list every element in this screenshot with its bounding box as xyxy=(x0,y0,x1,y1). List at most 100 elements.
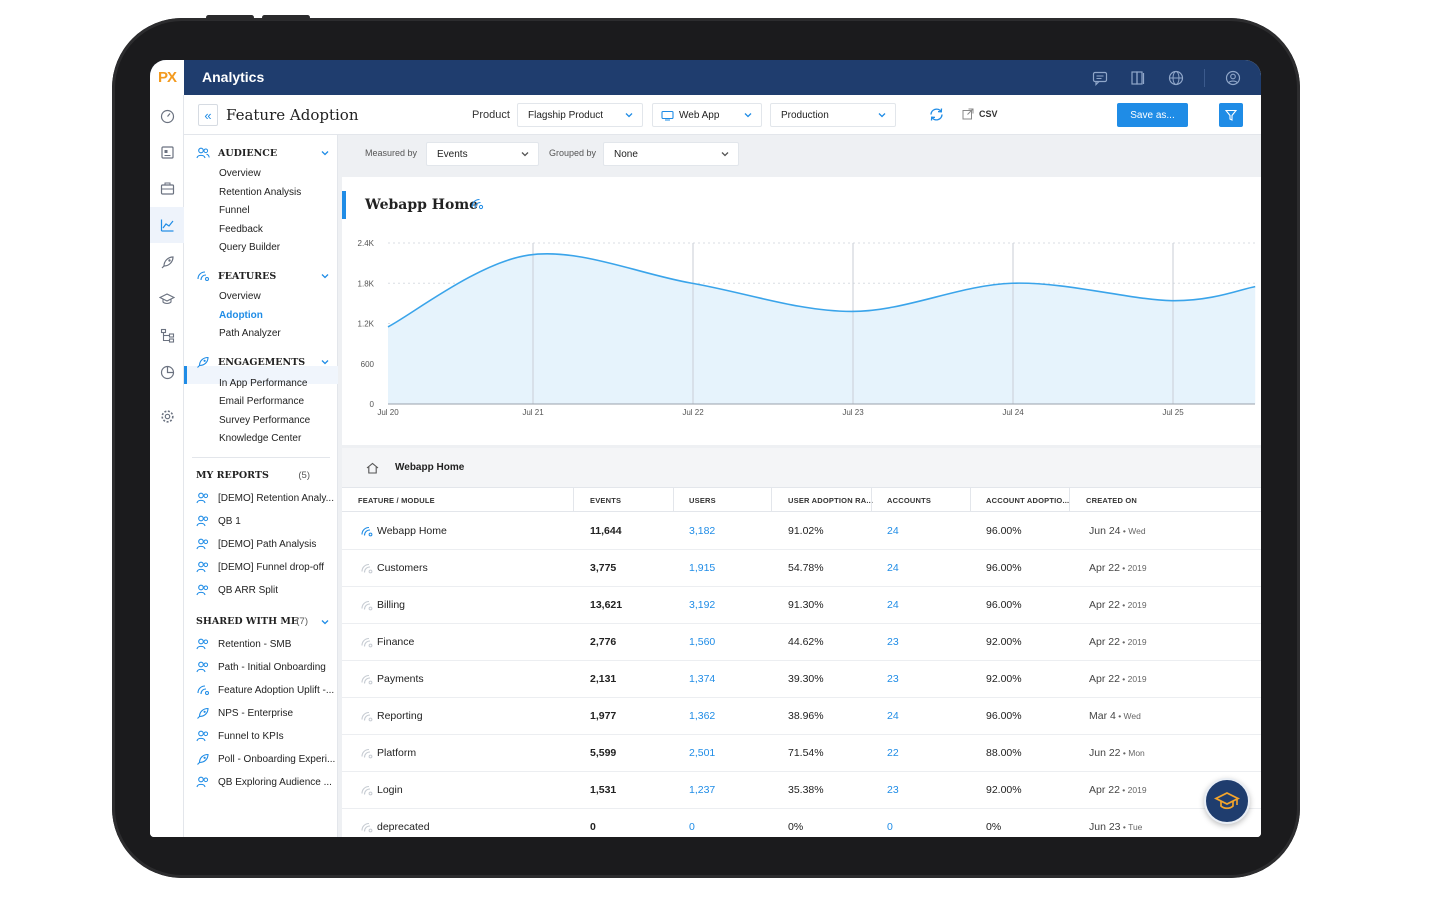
product-select[interactable]: Flagship Product xyxy=(517,103,643,127)
feature-name-cell[interactable]: Payments xyxy=(377,673,424,685)
table-row[interactable]: Billing 13,621 3,192 91.30% 24 96.00% Apr 22 •… xyxy=(342,587,1261,624)
shared-report-item[interactable]: QB Exploring Audience ... xyxy=(196,776,336,788)
filter-button[interactable] xyxy=(1219,103,1243,127)
shared-report-item[interactable]: Feature Adoption Uplift -... xyxy=(196,684,336,696)
report-item[interactable]: [DEMO] Funnel drop-off xyxy=(196,561,336,573)
sidebar-section-features[interactable]: FEATURES xyxy=(196,270,330,282)
sidebar-item-feedback[interactable]: Feedback xyxy=(219,224,263,235)
sidebar-item-overview[interactable]: Overview xyxy=(219,168,261,179)
app-select[interactable]: Web App xyxy=(652,103,762,127)
users-cell-link[interactable]: 1,560 xyxy=(689,636,716,648)
feature-name-cell[interactable]: Billing xyxy=(377,599,406,611)
accounts-cell-link[interactable]: 23 xyxy=(887,784,899,796)
feature-name-cell[interactable]: Webapp Home xyxy=(377,525,447,537)
users-cell-link[interactable]: 0 xyxy=(689,821,695,833)
analytics-chart-icon[interactable] xyxy=(150,207,184,243)
users-cell-link[interactable]: 1,915 xyxy=(689,562,716,574)
column-header[interactable]: CREATED ON xyxy=(1086,496,1138,505)
users-cell-link[interactable]: 1,237 xyxy=(689,784,716,796)
sidebar-item-features-overview[interactable]: Overview xyxy=(219,291,261,302)
sidebar-item-in-app-performance[interactable]: In App Performance xyxy=(219,378,308,389)
accounts-cell-link[interactable]: 24 xyxy=(887,562,899,574)
feature-name-cell[interactable]: Reporting xyxy=(377,710,423,722)
graduation-cap-icon[interactable] xyxy=(156,287,178,309)
accounts-cell-link[interactable]: 24 xyxy=(887,710,899,722)
feature-name-cell[interactable]: Finance xyxy=(377,636,415,648)
sidebar-section-engagements[interactable]: ENGAGEMENTS xyxy=(196,356,330,369)
feature-name-cell[interactable]: Customers xyxy=(377,562,428,574)
sidebar-section-audience[interactable]: AUDIENCE xyxy=(196,147,330,159)
settings-icon[interactable] xyxy=(156,405,178,427)
accounts-cell-link[interactable]: 0 xyxy=(887,821,893,833)
book-icon[interactable] xyxy=(1128,68,1148,88)
report-item[interactable]: [DEMO] Path Analysis xyxy=(196,538,336,550)
table-row[interactable]: Finance 2,776 1,560 44.62% 23 92.00% Apr 22 • … xyxy=(342,624,1261,661)
flow-icon[interactable] xyxy=(156,324,178,346)
sidebar-item-knowledge-center[interactable]: Knowledge Center xyxy=(219,433,302,444)
accounts-cell-link[interactable]: 22 xyxy=(887,747,899,759)
chat-icon[interactable] xyxy=(1090,68,1110,88)
users-cell-link[interactable]: 1,374 xyxy=(689,673,716,685)
refresh-icon[interactable] xyxy=(928,106,945,128)
accounts-cell-link[interactable]: 23 xyxy=(887,636,899,648)
x-tick-label: Jul 20 xyxy=(377,408,399,417)
column-header[interactable]: USERS xyxy=(689,496,716,505)
feature-name-cell[interactable]: deprecated xyxy=(377,821,430,833)
sidebar-item-funnel[interactable]: Funnel xyxy=(219,205,250,216)
sidebar-item-query-builder[interactable]: Query Builder xyxy=(219,242,281,253)
help-academy-button[interactable] xyxy=(1204,778,1250,824)
collapse-sidebar-button[interactable]: « xyxy=(198,104,218,126)
shared-report-item[interactable]: Poll - Onboarding Experi... xyxy=(196,753,336,766)
users-cell-link[interactable]: 1,362 xyxy=(689,710,716,722)
users-cell-link[interactable]: 2,501 xyxy=(689,747,716,759)
shared-report-item[interactable]: NPS - Enterprise xyxy=(196,707,336,720)
table-row[interactable]: Platform 5,599 2,501 71.54% 22 88.00% Jun 22 •… xyxy=(342,735,1261,772)
measured-by-select[interactable]: Events xyxy=(426,142,539,166)
shared-report-item[interactable]: Funnel to KPIs xyxy=(196,730,336,742)
report-item[interactable]: QB ARR Split xyxy=(196,584,336,596)
sidebar-item-adoption[interactable]: Adoption xyxy=(219,310,263,321)
environment-select[interactable]: Production xyxy=(770,103,896,127)
table-row[interactable]: Webapp Home 11,644 3,182 91.02% 24 96.00% Jun … xyxy=(342,513,1261,550)
users-cell-link[interactable]: 3,192 xyxy=(689,599,716,611)
sidebar-item-path-analyzer[interactable]: Path Analyzer xyxy=(219,328,281,339)
dashboard-icon[interactable] xyxy=(156,141,178,163)
column-header[interactable]: EVENTS xyxy=(590,496,622,505)
user-circle-icon[interactable] xyxy=(1223,68,1243,88)
created-separator: • xyxy=(1119,674,1128,684)
table-row[interactable]: deprecated 0 0 0% 0 0% Jun 23 • Tue xyxy=(342,809,1261,837)
report-item[interactable]: [DEMO] Retention Analy... xyxy=(196,492,336,504)
speedometer-icon[interactable] xyxy=(156,105,178,127)
users-cell-link[interactable]: 3,182 xyxy=(689,525,716,537)
csv-export-button[interactable]: CSV xyxy=(962,108,998,120)
column-header[interactable]: ACCOUNT ADOPTIO... xyxy=(986,496,1070,505)
sidebar-section-shared-with-me[interactable]: SHARED WITH ME (7) xyxy=(196,616,330,627)
shared-report-item[interactable]: Retention - SMB xyxy=(196,638,336,650)
sidebar-item-survey-performance[interactable]: Survey Performance xyxy=(219,415,311,426)
table-row[interactable]: Login 1,531 1,237 35.38% 23 92.00% Apr 22 • 20… xyxy=(342,772,1261,809)
filter-icon xyxy=(1225,109,1237,121)
report-item[interactable]: QB 1 xyxy=(196,515,336,527)
accounts-cell-link[interactable]: 24 xyxy=(887,599,899,611)
table-row[interactable]: Payments 2,131 1,374 39.30% 23 92.00% Apr 22 •… xyxy=(342,661,1261,698)
pie-chart-icon[interactable] xyxy=(156,361,178,383)
px-logo[interactable]: PX xyxy=(150,60,184,95)
table-row[interactable]: Reporting 1,977 1,362 38.96% 24 96.00% Mar 4 •… xyxy=(342,698,1261,735)
sidebar-item-retention-analysis[interactable]: Retention Analysis xyxy=(219,187,302,198)
globe-icon[interactable] xyxy=(1166,68,1186,88)
column-header[interactable]: FEATURE / MODULE xyxy=(358,496,435,505)
column-header[interactable]: ACCOUNTS xyxy=(887,496,932,505)
feature-name-cell[interactable]: Login xyxy=(377,784,403,796)
sidebar-section-my-reports[interactable]: MY REPORTS (5) xyxy=(196,470,330,481)
feature-name-cell[interactable]: Platform xyxy=(377,747,417,759)
shared-report-item[interactable]: Path - Initial Onboarding xyxy=(196,661,336,673)
column-header[interactable]: USER ADOPTION RA... xyxy=(788,496,874,505)
briefcase-icon[interactable] xyxy=(156,177,178,199)
save-as-button[interactable]: Save as... xyxy=(1117,103,1188,127)
accounts-cell-link[interactable]: 24 xyxy=(887,525,899,537)
sidebar-item-email-performance[interactable]: Email Performance xyxy=(219,396,305,407)
table-row[interactable]: Customers 3,775 1,915 54.78% 24 96.00% Apr 22 … xyxy=(342,550,1261,587)
rocket-icon[interactable] xyxy=(156,251,178,273)
grouped-by-select[interactable]: None xyxy=(603,142,739,166)
accounts-cell-link[interactable]: 23 xyxy=(887,673,899,685)
